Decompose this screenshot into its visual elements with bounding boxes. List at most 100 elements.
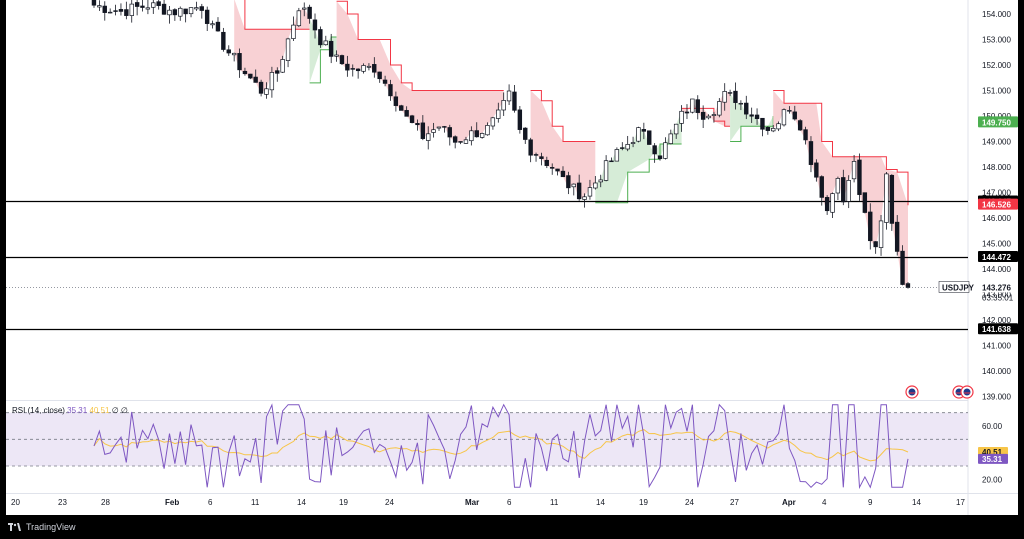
chart-window: 154.000153.000152.000151.000150.000149.0… bbox=[6, 0, 1018, 515]
rsi-tick-label: 60.00 bbox=[982, 422, 1003, 431]
candle-body bbox=[285, 38, 291, 61]
candle-body bbox=[889, 174, 895, 224]
candle-body bbox=[727, 92, 733, 94]
candle-body bbox=[824, 197, 830, 212]
candle-body bbox=[221, 31, 226, 50]
candle-body bbox=[555, 168, 560, 172]
candle-body bbox=[226, 49, 231, 54]
candle-body bbox=[776, 123, 781, 130]
supertrend-fill-2 bbox=[336, 1, 504, 143]
price-tag-label: 141.638 bbox=[982, 325, 1011, 334]
candle-body bbox=[663, 142, 668, 159]
price-tick-label: 148.000 bbox=[982, 163, 1011, 172]
footer-bar: TradingView bbox=[0, 515, 1024, 539]
candle-body bbox=[399, 105, 404, 111]
price-tick-label: 141.000 bbox=[982, 341, 1011, 350]
price-chart[interactable]: 154.000153.000152.000151.000150.000149.0… bbox=[6, 0, 1018, 515]
rsi-tick-label: 20.00 bbox=[982, 475, 1003, 484]
price-tag-146.526: 146.526 bbox=[978, 198, 1018, 210]
candle-body bbox=[156, 1, 161, 6]
candle-body bbox=[797, 120, 803, 131]
candle-body bbox=[339, 55, 345, 65]
price-tag-label: 146.526 bbox=[982, 201, 1011, 210]
time-tick-label: 24 bbox=[385, 498, 394, 507]
candle-body bbox=[469, 130, 474, 142]
candle-body bbox=[161, 3, 167, 15]
price-tag-box bbox=[978, 250, 1018, 262]
price-tag-141.638: 141.638 bbox=[978, 323, 1018, 335]
candle-body bbox=[350, 68, 355, 70]
price-tick-label: 143.000 bbox=[982, 290, 1011, 299]
price-tick-label: 140.000 bbox=[982, 367, 1011, 376]
candle-body bbox=[97, 5, 102, 8]
tradingview-brand[interactable]: TradingView bbox=[8, 522, 76, 532]
time-tick-label: 17 bbox=[956, 498, 965, 507]
candle-body bbox=[275, 70, 280, 74]
candle-body bbox=[781, 109, 787, 126]
candle-body bbox=[151, 2, 156, 8]
candle-body bbox=[118, 9, 124, 12]
candle-body bbox=[91, 0, 97, 6]
price-tick-label: 142.000 bbox=[982, 316, 1011, 325]
supertrend-fill-0 bbox=[234, 0, 310, 94]
candle-body bbox=[571, 183, 576, 188]
candle-body bbox=[366, 65, 372, 68]
candle-body bbox=[668, 133, 673, 144]
candle-body bbox=[210, 23, 215, 26]
candle-body bbox=[598, 179, 603, 183]
supertrend-line-7 bbox=[773, 90, 909, 206]
candle-body bbox=[792, 111, 797, 120]
candle-body bbox=[851, 161, 857, 180]
candle-body bbox=[576, 182, 582, 200]
candle-body bbox=[857, 159, 862, 195]
supertrend-line-1 bbox=[309, 36, 337, 84]
candle-body bbox=[846, 180, 851, 202]
rsi-legend[interactable]: RSI (14, close) 35.31 40.51 ∅ ∅ bbox=[12, 406, 128, 415]
candle-body bbox=[700, 111, 706, 120]
symbol-tag-label: USDJPY bbox=[942, 283, 975, 292]
candle-body bbox=[754, 114, 760, 120]
candle-body bbox=[560, 170, 566, 178]
rsi-legend-params: (14, close) bbox=[27, 406, 65, 415]
price-tick-label: 154.000 bbox=[982, 10, 1011, 19]
price-tag-149.750: 149.750 bbox=[978, 116, 1018, 128]
candle-body bbox=[237, 53, 242, 71]
time-tick-label: 6 bbox=[208, 498, 213, 507]
rsi-legend-ma-value: 40.51 bbox=[89, 406, 110, 415]
candle-body bbox=[248, 73, 253, 79]
candle-body bbox=[178, 7, 183, 17]
price-tick-label: 149.000 bbox=[982, 137, 1011, 146]
candle-body bbox=[420, 122, 426, 139]
candle-body bbox=[593, 182, 598, 189]
candle-body bbox=[231, 52, 237, 56]
candle-body bbox=[172, 9, 178, 16]
candle-body bbox=[539, 156, 544, 159]
candle-body bbox=[107, 11, 113, 14]
candle-body bbox=[458, 141, 463, 143]
time-tick-label: 4 bbox=[822, 498, 827, 507]
candle-body bbox=[382, 79, 388, 84]
candle-body bbox=[803, 129, 808, 141]
candle-body bbox=[787, 110, 792, 112]
candle-body bbox=[587, 187, 593, 197]
candle-body bbox=[296, 10, 302, 27]
candle-body bbox=[361, 65, 366, 72]
price-tick-label: 144.000 bbox=[982, 265, 1011, 274]
candle-body bbox=[426, 133, 431, 141]
candle-body bbox=[258, 81, 264, 94]
supertrend-line-3 bbox=[530, 90, 596, 142]
candle-body bbox=[814, 162, 819, 178]
candle-body bbox=[652, 145, 657, 155]
price-tag-144.472: 144.472 bbox=[978, 250, 1018, 262]
symbol-tag-box bbox=[938, 281, 970, 293]
time-tick-label: 14 bbox=[596, 498, 605, 507]
price-tag-label: 143.276 bbox=[982, 283, 1011, 292]
price-tag-box bbox=[978, 323, 1018, 335]
candle-body bbox=[436, 126, 442, 129]
price-tag-label: 149.750 bbox=[982, 118, 1011, 127]
time-tick-label: 24 bbox=[685, 498, 694, 507]
bar-countdown: 03:35:01 bbox=[982, 293, 1014, 302]
candle-body bbox=[625, 144, 630, 150]
candle-body bbox=[630, 142, 636, 144]
candle-body bbox=[878, 220, 884, 248]
